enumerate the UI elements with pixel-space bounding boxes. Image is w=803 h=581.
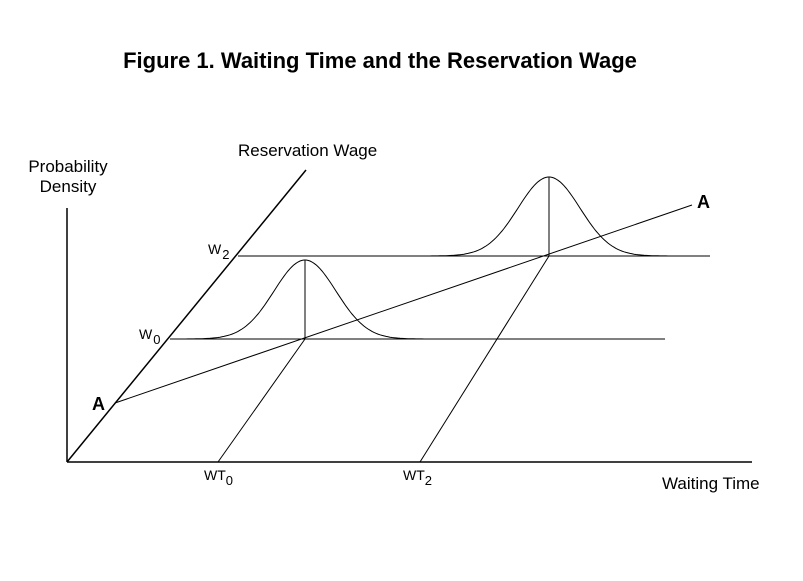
wt0-sub: 0 <box>226 473 233 488</box>
x-axis-label: Waiting Time <box>662 474 760 493</box>
w2-main: W <box>208 241 222 257</box>
figure-title: Figure 1. Waiting Time and the Reservati… <box>123 48 637 73</box>
line-a-start-label: A <box>92 394 105 414</box>
wt0-slant-line <box>217 338 306 463</box>
w0-label: W0 <box>139 326 161 347</box>
reservation-wage-label: Reservation Wage <box>238 141 377 160</box>
wt0-main: WT <box>204 467 226 483</box>
y-axis-label-line2: Density <box>40 177 97 196</box>
w2-label: W2 <box>208 241 230 262</box>
wt2-sub: 2 <box>425 473 432 488</box>
w2-density-curve <box>429 176 672 257</box>
line-a-end-label: A <box>697 192 710 212</box>
w2-sub: 2 <box>222 247 230 262</box>
y-axis-label-line1: Probability <box>28 157 108 176</box>
w0-density-curve <box>185 259 426 340</box>
line-a <box>114 204 693 404</box>
w0-main: W <box>139 326 153 342</box>
reservation-wage-axis <box>66 169 307 463</box>
w0-sub: 0 <box>153 332 161 347</box>
wt2-main: WT <box>403 467 425 483</box>
wt2-label: WT2 <box>403 467 432 488</box>
wt0-label: WT0 <box>204 467 233 488</box>
wt2-slant-line <box>419 255 550 463</box>
